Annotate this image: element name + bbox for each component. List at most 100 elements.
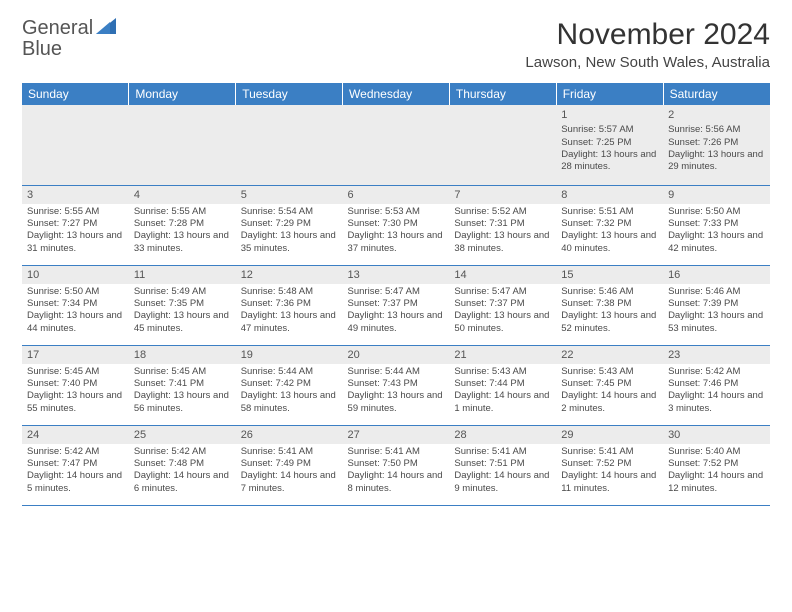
day-info: Sunrise: 5:52 AMSunset: 7:31 PMDaylight:…	[454, 206, 551, 255]
calendar-week: 17Sunrise: 5:45 AMSunset: 7:40 PMDayligh…	[22, 345, 770, 425]
day-info: Sunrise: 5:55 AMSunset: 7:28 PMDaylight:…	[134, 206, 231, 255]
day-info: Sunrise: 5:57 AMSunset: 7:25 PMDaylight:…	[561, 124, 658, 173]
day-info: Sunrise: 5:55 AMSunset: 7:27 PMDaylight:…	[27, 206, 124, 255]
day-info: Sunrise: 5:41 AMSunset: 7:49 PMDaylight:…	[241, 446, 338, 495]
logo-text-wrap: General Blue	[22, 18, 116, 60]
month-title: November 2024	[525, 18, 770, 52]
day-number: 24	[22, 426, 129, 444]
header: General Blue November 2024 Lawson, New S…	[22, 18, 770, 71]
day-info: Sunrise: 5:41 AMSunset: 7:50 PMDaylight:…	[348, 446, 445, 495]
calendar-cell	[343, 105, 450, 185]
day-info: Sunrise: 5:45 AMSunset: 7:41 PMDaylight:…	[134, 366, 231, 415]
calendar-cell: 29 Sunrise: 5:41 AMSunset: 7:52 PMDayligh…	[556, 425, 663, 505]
day-number: 11	[129, 266, 236, 284]
day-number: 16	[663, 266, 770, 284]
day-info: Sunrise: 5:40 AMSunset: 7:52 PMDaylight:…	[668, 446, 765, 495]
day-number: 27	[343, 426, 450, 444]
calendar-cell: 5Sunrise: 5:54 AMSunset: 7:29 PMDaylight…	[236, 185, 343, 265]
calendar-cell: 6 Sunrise: 5:53 AMSunset: 7:30 PMDaylight…	[343, 185, 450, 265]
day-number: 4	[129, 186, 236, 204]
calendar-cell: 23 Sunrise: 5:42 AMSunset: 7:46 PMDayligh…	[663, 345, 770, 425]
day-info: Sunrise: 5:42 AMSunset: 7:48 PMDaylight:…	[134, 446, 231, 495]
calendar-cell: 22 Sunrise: 5:43 AMSunset: 7:45 PMDayligh…	[556, 345, 663, 425]
calendar-cell: 17Sunrise: 5:45 AMSunset: 7:40 PMDayligh…	[22, 345, 129, 425]
logo-sail-icon	[96, 18, 116, 34]
calendar-table: SundayMondayTuesdayWednesdayThursdayFrid…	[22, 83, 770, 506]
day-number: 13	[343, 266, 450, 284]
calendar-week: 3Sunrise: 5:55 AMSunset: 7:27 PMDaylight…	[22, 185, 770, 265]
calendar-cell: 7 Sunrise: 5:52 AMSunset: 7:31 PMDaylight…	[449, 185, 556, 265]
day-header: Thursday	[449, 83, 556, 105]
calendar-cell: 4 Sunrise: 5:55 AMSunset: 7:28 PMDaylight…	[129, 185, 236, 265]
calendar-cell	[129, 105, 236, 185]
day-number: 12	[236, 266, 343, 284]
calendar-cell: 1Sunrise: 5:57 AMSunset: 7:25 PMDaylight…	[556, 105, 663, 185]
day-info: Sunrise: 5:49 AMSunset: 7:35 PMDaylight:…	[134, 286, 231, 335]
day-info: Sunrise: 5:51 AMSunset: 7:32 PMDaylight:…	[561, 206, 658, 255]
day-header: Sunday	[22, 83, 129, 105]
calendar-cell	[449, 105, 556, 185]
location: Lawson, New South Wales, Australia	[525, 54, 770, 71]
calendar-cell: 18 Sunrise: 5:45 AMSunset: 7:41 PMDayligh…	[129, 345, 236, 425]
day-number: 26	[236, 426, 343, 444]
calendar-cell: 25 Sunrise: 5:42 AMSunset: 7:48 PMDayligh…	[129, 425, 236, 505]
calendar-week: 1Sunrise: 5:57 AMSunset: 7:25 PMDaylight…	[22, 105, 770, 185]
day-number: 14	[449, 266, 556, 284]
day-info: Sunrise: 5:43 AMSunset: 7:44 PMDaylight:…	[454, 366, 551, 415]
day-info: Sunrise: 5:44 AMSunset: 7:43 PMDaylight:…	[348, 366, 445, 415]
day-info: Sunrise: 5:50 AMSunset: 7:34 PMDaylight:…	[27, 286, 124, 335]
day-info: Sunrise: 5:42 AMSunset: 7:46 PMDaylight:…	[668, 366, 765, 415]
day-number: 7	[449, 186, 556, 204]
day-info: Sunrise: 5:46 AMSunset: 7:39 PMDaylight:…	[668, 286, 765, 335]
calendar-cell: 24 Sunrise: 5:42 AMSunset: 7:47 PMDayligh…	[22, 425, 129, 505]
calendar-cell: 11 Sunrise: 5:49 AMSunset: 7:35 PMDayligh…	[129, 265, 236, 345]
day-number: 25	[129, 426, 236, 444]
calendar-cell: 30Sunrise: 5:40 AMSunset: 7:52 PMDayligh…	[663, 425, 770, 505]
day-info: Sunrise: 5:42 AMSunset: 7:47 PMDaylight:…	[27, 446, 124, 495]
day-number: 18	[129, 346, 236, 364]
day-info: Sunrise: 5:53 AMSunset: 7:30 PMDaylight:…	[348, 206, 445, 255]
day-number: 22	[556, 346, 663, 364]
day-number: 10	[22, 266, 129, 284]
day-header: Tuesday	[236, 83, 343, 105]
day-number: 20	[343, 346, 450, 364]
calendar-cell: 16 Sunrise: 5:46 AMSunset: 7:39 PMDayligh…	[663, 265, 770, 345]
day-info: Sunrise: 5:56 AMSunset: 7:26 PMDaylight:…	[668, 124, 765, 173]
day-header: Friday	[556, 83, 663, 105]
day-number: 6	[343, 186, 450, 204]
day-number: 8	[556, 186, 663, 204]
calendar-body: 1Sunrise: 5:57 AMSunset: 7:25 PMDaylight…	[22, 105, 770, 505]
day-info: Sunrise: 5:46 AMSunset: 7:38 PMDaylight:…	[561, 286, 658, 335]
calendar-cell: 15Sunrise: 5:46 AMSunset: 7:38 PMDayligh…	[556, 265, 663, 345]
day-info: Sunrise: 5:48 AMSunset: 7:36 PMDaylight:…	[241, 286, 338, 335]
calendar-cell: 10 Sunrise: 5:50 AMSunset: 7:34 PMDayligh…	[22, 265, 129, 345]
calendar-cell: 28 Sunrise: 5:41 AMSunset: 7:51 PMDayligh…	[449, 425, 556, 505]
title-block: November 2024 Lawson, New South Wales, A…	[525, 18, 770, 71]
day-number: 29	[556, 426, 663, 444]
day-number: 28	[449, 426, 556, 444]
day-info: Sunrise: 5:54 AMSunset: 7:29 PMDaylight:…	[241, 206, 338, 255]
calendar-cell: 13 Sunrise: 5:47 AMSunset: 7:37 PMDayligh…	[343, 265, 450, 345]
day-info: Sunrise: 5:43 AMSunset: 7:45 PMDaylight:…	[561, 366, 658, 415]
logo-text-2: Blue	[22, 38, 62, 60]
calendar-cell	[22, 105, 129, 185]
calendar-cell: 12 Sunrise: 5:48 AMSunset: 7:36 PMDayligh…	[236, 265, 343, 345]
day-info: Sunrise: 5:47 AMSunset: 7:37 PMDaylight:…	[348, 286, 445, 335]
calendar-cell: 9 Sunrise: 5:50 AMSunset: 7:33 PMDaylight…	[663, 185, 770, 265]
day-header: Saturday	[663, 83, 770, 105]
day-header: Wednesday	[343, 83, 450, 105]
day-info: Sunrise: 5:41 AMSunset: 7:52 PMDaylight:…	[561, 446, 658, 495]
day-info: Sunrise: 5:41 AMSunset: 7:51 PMDaylight:…	[454, 446, 551, 495]
day-number: 2	[668, 108, 765, 122]
calendar-cell: 27 Sunrise: 5:41 AMSunset: 7:50 PMDayligh…	[343, 425, 450, 505]
logo: General Blue	[22, 18, 116, 60]
day-number: 23	[663, 346, 770, 364]
calendar-cell: 21Sunrise: 5:43 AMSunset: 7:44 PMDayligh…	[449, 345, 556, 425]
calendar-week: 24 Sunrise: 5:42 AMSunset: 7:47 PMDayligh…	[22, 425, 770, 505]
calendar-cell: 3Sunrise: 5:55 AMSunset: 7:27 PMDaylight…	[22, 185, 129, 265]
calendar-cell	[236, 105, 343, 185]
day-number: 9	[663, 186, 770, 204]
day-info: Sunrise: 5:50 AMSunset: 7:33 PMDaylight:…	[668, 206, 765, 255]
day-info: Sunrise: 5:47 AMSunset: 7:37 PMDaylight:…	[454, 286, 551, 335]
day-info: Sunrise: 5:45 AMSunset: 7:40 PMDaylight:…	[27, 366, 124, 415]
